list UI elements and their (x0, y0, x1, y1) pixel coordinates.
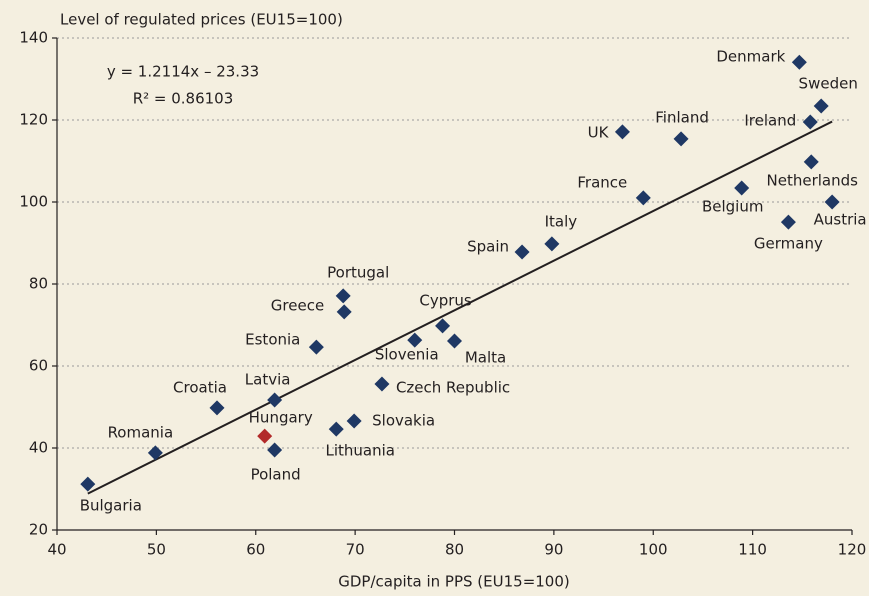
x-tick-label: 100 (639, 541, 668, 559)
point (673, 131, 689, 147)
point (335, 288, 351, 304)
point (346, 413, 362, 429)
y-tick-label: 60 (29, 357, 48, 375)
point (614, 124, 630, 140)
point-label: Ireland (744, 112, 796, 130)
point (80, 476, 96, 492)
trend-equation: y = 1.2114x – 23.33 (107, 63, 259, 81)
y-tick-label: 120 (19, 111, 48, 129)
x-tick-label: 40 (47, 541, 66, 559)
y-tick-label: 100 (19, 193, 48, 211)
x-tick-label: 120 (838, 541, 867, 559)
point-label: Malta (465, 348, 506, 366)
point (257, 428, 273, 444)
point (780, 214, 796, 230)
point (802, 114, 818, 130)
y-tick-label: 80 (29, 275, 48, 293)
y-tick-label: 20 (29, 521, 48, 539)
x-tick-label: 60 (246, 541, 265, 559)
point-label: France (577, 173, 627, 191)
point (374, 376, 390, 392)
point (308, 339, 324, 355)
point-label: Greece (271, 296, 324, 314)
point-label: Austria (814, 211, 867, 229)
point-label: Italy (545, 212, 578, 230)
y-tick-label: 140 (19, 29, 48, 47)
y-tick-label: 40 (29, 439, 48, 457)
point-label: Lithuania (326, 442, 395, 460)
point-label: Romania (108, 423, 174, 441)
point-label: Denmark (716, 48, 785, 66)
x-tick-label: 90 (544, 541, 563, 559)
point-label: UK (588, 123, 610, 141)
point (336, 304, 352, 320)
point-label: Cyprus (419, 291, 472, 309)
point-label: Spain (467, 238, 509, 256)
x-tick-label: 110 (738, 541, 767, 559)
point-label: Finland (655, 108, 709, 126)
point (824, 194, 840, 210)
trend-r2: R² = 0.86103 (133, 90, 234, 108)
point-label: Latvia (245, 371, 291, 389)
point-label: Germany (754, 235, 823, 253)
point-label: Bulgaria (80, 497, 142, 515)
point (209, 400, 225, 416)
point-label: Croatia (173, 378, 227, 396)
point (407, 332, 423, 348)
x-axis-label: GDP/capita in PPS (EU15=100) (338, 573, 570, 591)
point-label: Portugal (327, 263, 389, 281)
x-tick-label: 70 (346, 541, 365, 559)
point-label: Hungary (249, 409, 313, 427)
point (328, 421, 344, 437)
point (147, 445, 163, 461)
point (791, 54, 807, 70)
point-label: Estonia (245, 331, 300, 349)
point (447, 333, 462, 349)
point (267, 442, 283, 458)
point (544, 236, 560, 252)
point-label: Czech Republic (396, 379, 510, 397)
point-label: Slovakia (372, 411, 435, 429)
point (514, 244, 530, 260)
y-axis-label: Level of regulated prices (EU15=100) (60, 11, 343, 29)
point (635, 190, 651, 206)
point-label: Slovenia (375, 346, 439, 364)
point-label: Sweden (799, 75, 858, 93)
point-label: Netherlands (767, 171, 859, 189)
x-tick-label: 80 (445, 541, 464, 559)
point-label: Poland (251, 466, 301, 484)
point (267, 392, 283, 408)
trend-line (87, 120, 833, 495)
point-label: Belgium (702, 198, 764, 216)
point (813, 98, 829, 114)
point (734, 180, 750, 196)
point (803, 154, 819, 170)
x-tick-label: 50 (147, 541, 166, 559)
point (435, 318, 451, 334)
